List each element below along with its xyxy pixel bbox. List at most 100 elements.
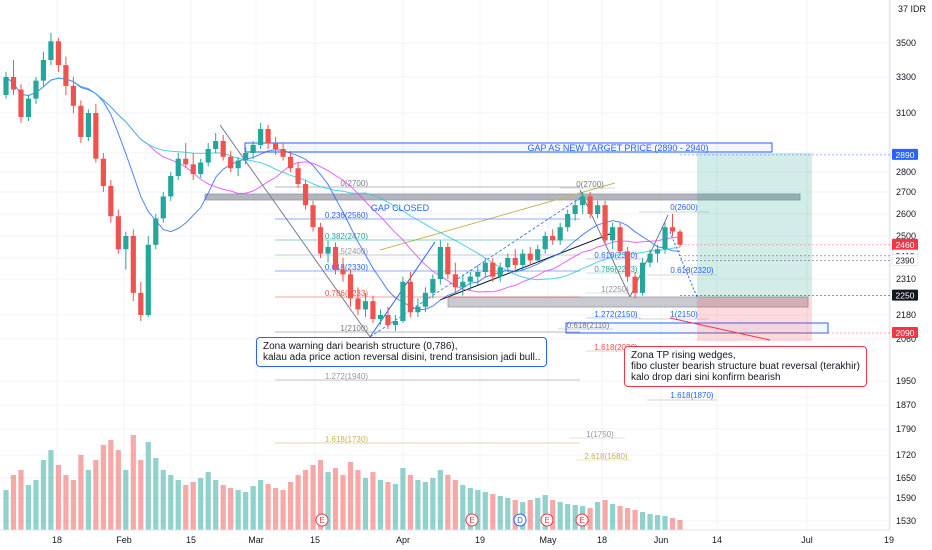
volume-bar-11 — [85, 470, 91, 530]
candle-body-42 — [317, 227, 324, 254]
volume-bar-63 — [475, 490, 481, 530]
annotation-warning: Zona warning dari bearish structure (0,7… — [256, 337, 548, 367]
candle-body-90 — [677, 231, 683, 245]
fib-left-label-5: 0.786(2233) — [325, 289, 368, 298]
volume-bar-9 — [70, 480, 76, 530]
volume-bar-68 — [512, 500, 518, 530]
volume-bar-83 — [624, 508, 631, 530]
price-tag-3: 2390 — [896, 255, 915, 265]
candle-body-14 — [108, 186, 114, 217]
candle-body-81 — [610, 227, 616, 241]
candle-body-13 — [100, 158, 106, 186]
price-tick-17: 1590 — [896, 493, 916, 503]
fib-mid-label-6: 0.618(2110) — [567, 321, 610, 330]
event-marker-3 — [540, 513, 554, 527]
volume-bar-82 — [617, 506, 623, 530]
volume-bar-46 — [347, 462, 354, 530]
candle-body-71 — [535, 249, 541, 261]
volume-bar-65 — [490, 494, 496, 530]
price-tick-12: 1950 — [896, 376, 916, 386]
annotation-tp-line-3: kalo drop dari sini konfirm bearish — [631, 372, 781, 383]
moving-averages — [5, 76, 681, 311]
fib-left-label-4: 0.618(2330) — [325, 263, 368, 272]
candle-body-20 — [153, 218, 159, 245]
candle-body-25 — [190, 164, 196, 174]
candle-body-63 — [475, 272, 481, 277]
candles — [3, 32, 683, 331]
candle-body-24 — [183, 158, 189, 165]
candle-body-31 — [235, 160, 241, 169]
price-tag-bg-0 — [892, 148, 918, 160]
volume-bar-52 — [392, 484, 399, 530]
volume-bar-61 — [460, 485, 466, 530]
volume-bar-88 — [662, 516, 668, 530]
price-tag-4: 2250 — [896, 291, 915, 301]
price-tick-2: 3100 — [896, 108, 916, 118]
price-tick-15: 1720 — [896, 450, 916, 460]
event-marker-0 — [315, 513, 329, 527]
candle-body-30 — [228, 156, 234, 169]
candle-body-84 — [632, 276, 638, 293]
candle-body-5 — [40, 60, 47, 81]
fib-right-label-1: 0.618(2320) — [670, 266, 713, 275]
price-tag-0: 2890 — [896, 150, 915, 160]
time-axis: 18 Feb 15 Mar 15 Apr 19 May 18 Jun 14 Jul 19 — [0, 529, 894, 545]
volume-bar-56 — [422, 482, 428, 530]
volume-bar-10 — [78, 455, 84, 530]
price-tag-1: 2460 — [896, 240, 915, 250]
volume-bar-28 — [213, 480, 219, 530]
candle-body-55 — [415, 306, 421, 313]
candle-body-0 — [3, 77, 9, 95]
candle-body-86 — [647, 253, 653, 263]
annotation-tp: Zona TP rising wedges, fibo cluster bear… — [624, 346, 867, 387]
time-tick-5: Apr — [396, 535, 410, 545]
volume-bar-50 — [377, 480, 384, 530]
volume-bar-8 — [63, 475, 69, 530]
price-tick-14: 1790 — [896, 424, 916, 434]
candle-body-56 — [422, 292, 428, 307]
volume-bar-4 — [33, 480, 39, 530]
candle-body-37 — [280, 149, 286, 157]
time-tick-8: 18 — [597, 535, 607, 545]
fib-left-label-8: 1.618(1730) — [325, 435, 368, 444]
trendlines — [219, 124, 771, 341]
volume-bar-23 — [175, 480, 181, 530]
candle-body-78 — [587, 196, 593, 214]
candle-body-7 — [55, 41, 62, 66]
volume-bar-41 — [310, 465, 316, 530]
candle-body-88 — [662, 227, 668, 250]
gap-target-box — [244, 142, 773, 153]
candle-body-18 — [138, 292, 144, 315]
volume-bar-36 — [273, 488, 279, 530]
candle-body-68 — [512, 258, 518, 265]
price-tags: 2890246005:54:442410239022502090 — [680, 148, 922, 338]
time-tick-6: 19 — [475, 535, 485, 545]
volume-bar-31 — [235, 490, 241, 530]
price-tag-bg-5 — [892, 327, 918, 338]
candle-body-83 — [624, 251, 631, 277]
candle-body-2 — [18, 89, 24, 117]
event-marker-label-3: E — [544, 516, 549, 525]
volume-bar-15 — [115, 450, 121, 530]
candle-body-85 — [639, 262, 646, 293]
volume-bar-74 — [557, 502, 563, 530]
candle-body-58 — [437, 247, 443, 279]
candle-body-70 — [527, 253, 533, 261]
volume-bar-53 — [400, 468, 406, 530]
volume-bar-90 — [677, 520, 683, 530]
event-marker-label-0: E — [319, 516, 324, 525]
volume-bar-67 — [505, 498, 511, 530]
volume-bar-44 — [332, 468, 339, 530]
candle-body-77 — [580, 196, 586, 206]
volume-bar-26 — [198, 478, 204, 530]
price-tick-10: 2180 — [896, 310, 916, 320]
volume-bar-54 — [407, 475, 413, 530]
volume-bar-18 — [138, 460, 144, 530]
candle-body-67 — [505, 258, 511, 268]
time-tick-10: 14 — [712, 535, 722, 545]
fib-right-label-2: 1(2150) — [670, 310, 698, 319]
price-tick-9: 2310 — [896, 274, 916, 284]
volume-bar-22 — [168, 475, 174, 530]
